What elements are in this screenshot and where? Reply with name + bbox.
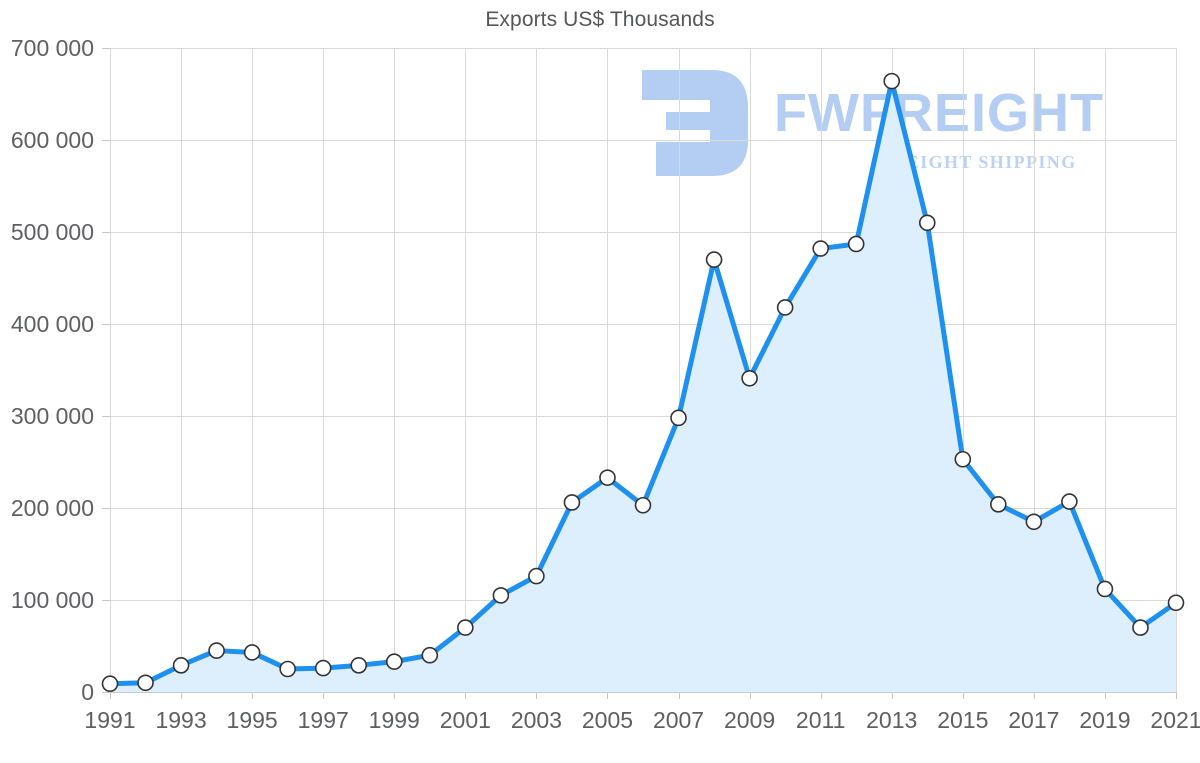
chart-title: Exports US$ Thousands xyxy=(485,8,715,31)
svg-text:2007: 2007 xyxy=(653,707,704,733)
y-axis-labels: 0 100 000 200 000 300 000 400 000 500 000 600 … xyxy=(11,35,94,705)
svg-text:2019: 2019 xyxy=(1079,707,1130,733)
data-point-markers xyxy=(101,72,1185,693)
svg-text:300 000: 300 000 xyxy=(11,403,94,429)
svg-text:0: 0 xyxy=(81,679,94,705)
svg-text:1993: 1993 xyxy=(155,707,206,733)
svg-text:2001: 2001 xyxy=(440,707,491,733)
svg-text:2021: 2021 xyxy=(1150,707,1200,733)
svg-text:2009: 2009 xyxy=(724,707,775,733)
svg-text:200 000: 200 000 xyxy=(11,495,94,521)
svg-text:1991: 1991 xyxy=(84,707,135,733)
svg-text:2011: 2011 xyxy=(796,707,845,733)
svg-text:1999: 1999 xyxy=(369,707,420,733)
svg-text:100 000: 100 000 xyxy=(11,587,94,613)
svg-text:2017: 2017 xyxy=(1008,707,1059,733)
svg-text:1995: 1995 xyxy=(227,707,278,733)
svg-text:2005: 2005 xyxy=(582,707,633,733)
svg-text:1997: 1997 xyxy=(298,707,349,733)
svg-text:2003: 2003 xyxy=(511,707,562,733)
svg-text:400 000: 400 000 xyxy=(11,311,94,337)
svg-text:2015: 2015 xyxy=(937,707,988,733)
svg-text:700 000: 700 000 xyxy=(11,35,94,61)
area-fill xyxy=(110,81,1176,693)
svg-text:600 000: 600 000 xyxy=(11,127,94,153)
x-axis-labels: 1991 1993 1995 1997 1999 2001 2003 2005 2007 2009… xyxy=(84,707,1200,733)
svg-text:500 000: 500 000 xyxy=(11,219,94,245)
axis-tickmarks xyxy=(102,48,1177,699)
svg-text:2013: 2013 xyxy=(866,707,917,733)
